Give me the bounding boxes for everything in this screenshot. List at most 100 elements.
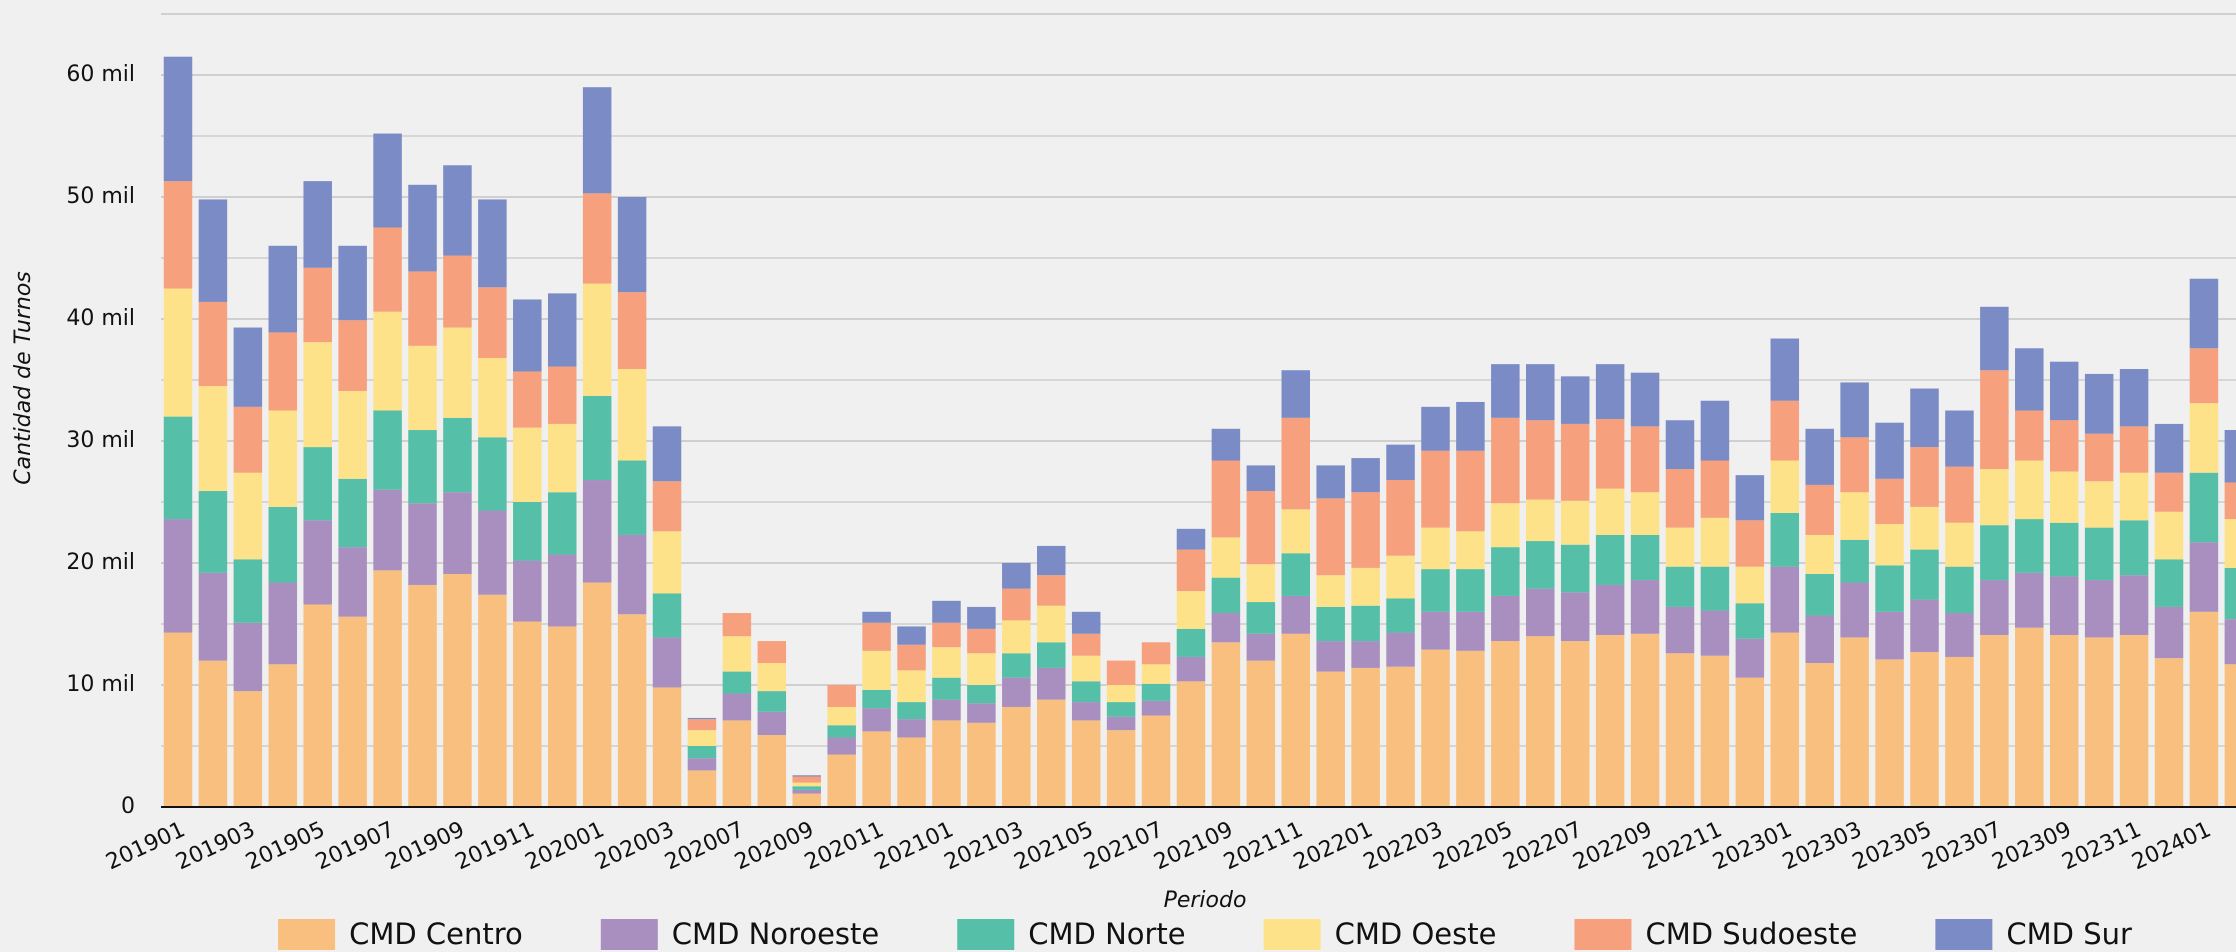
bar-segment: [2154, 559, 2184, 607]
bar-segment: [1735, 566, 1765, 604]
bar-segment: [1491, 503, 1520, 548]
bar-segment: [338, 478, 367, 548]
x-tick-label: 202111: [1220, 817, 1307, 875]
bar-segment: [2119, 426, 2149, 473]
bar-segment: [268, 582, 298, 665]
bar-segment: [268, 664, 298, 807]
bar-segment: [233, 472, 263, 560]
bar-segment: [1421, 406, 1450, 451]
x-tick-label: 202109: [1150, 817, 1237, 875]
bar-segment: [1246, 564, 1276, 603]
x-tick-label: 202009: [731, 817, 818, 875]
bar-segment: [408, 503, 437, 585]
bar-segment: [2015, 348, 2044, 411]
bar-segment: [303, 181, 332, 268]
bar-segment: [617, 614, 647, 807]
y-tick-label: 10 mil: [66, 672, 135, 697]
bar-segment: [547, 293, 577, 367]
bar-segment: [617, 369, 647, 461]
bar-segment: [443, 255, 472, 328]
bar-segment: [1176, 656, 1206, 682]
legend-item: CMD Norte: [957, 917, 1186, 951]
bar-segment: [1910, 549, 1939, 600]
x-tick-label: 202203: [1360, 817, 1447, 875]
legend-swatch: [957, 919, 1015, 950]
bar-segment: [2189, 278, 2219, 349]
bar-segment: [617, 534, 647, 615]
bar-segment: [547, 423, 577, 493]
x-tick-label: 202305: [1849, 817, 1936, 875]
x-tick-label: 202307: [1919, 817, 2006, 875]
bar-segment: [1875, 659, 1904, 807]
bar-segment: [1630, 426, 1660, 493]
bar-segment: [547, 492, 577, 555]
bar-segment: [268, 332, 298, 411]
bar-segment: [2084, 373, 2114, 434]
bar-segment: [687, 719, 717, 731]
bar-segment: [408, 345, 437, 431]
bar-segment: [1246, 660, 1276, 807]
bar-segment: [303, 604, 332, 807]
legend-label: CMD Sur: [2006, 917, 2132, 951]
bar-segment: [792, 776, 821, 783]
bar-segment: [1875, 611, 1904, 660]
bar-segment: [1805, 484, 1834, 535]
legend-item: CMD Centro: [278, 917, 523, 951]
bar-segment: [1945, 410, 1974, 467]
bar-segment: [268, 506, 298, 583]
bar-segment: [1002, 588, 1031, 621]
bar-segment: [1386, 555, 1415, 599]
bar-segment: [1805, 615, 1834, 664]
bar-segment: [582, 87, 612, 194]
bar-segment: [2084, 481, 2114, 528]
legend-item: CMD Noroeste: [600, 917, 879, 951]
x-tick-label: 202309: [1989, 817, 2076, 875]
bar-segment: [478, 199, 507, 288]
bar-segment: [1456, 611, 1485, 651]
bar-segment: [1945, 566, 1974, 614]
bar-segment: [652, 637, 682, 688]
y-tick-label: 20 mil: [66, 550, 135, 575]
bar-segment: [1106, 730, 1136, 807]
bar-segment: [1421, 527, 1450, 570]
bar-segment: [1805, 534, 1834, 574]
bar-segment: [1176, 528, 1206, 550]
bar-segment: [513, 621, 542, 807]
bar-segment: [1386, 480, 1415, 556]
bar-segment: [443, 327, 472, 418]
bar-segment: [1560, 592, 1590, 642]
bar-segment: [582, 395, 612, 481]
bar-segment: [1106, 716, 1136, 731]
bar-segment: [1141, 700, 1171, 716]
bar-segment: [443, 165, 472, 256]
bar-segment: [932, 622, 961, 648]
bar-segment: [1980, 306, 2009, 371]
bar-segment: [897, 644, 926, 671]
bar-segment: [1665, 469, 1695, 528]
bar-segment: [2119, 520, 2149, 576]
bar-segment: [1211, 460, 1241, 538]
bar-segment: [687, 758, 717, 771]
bar-segment: [1002, 653, 1031, 678]
bar-segment: [1421, 649, 1450, 807]
bar-segment: [2224, 664, 2236, 807]
bar-segment: [1071, 655, 1101, 682]
bar-segment: [1980, 634, 2009, 807]
bar-segment: [2015, 572, 2044, 628]
bar-segment: [1526, 636, 1555, 807]
bar-segment: [198, 491, 228, 573]
bar-segment: [1316, 641, 1345, 672]
bar-segment: [1735, 638, 1765, 678]
bar-segment: [2189, 403, 2219, 473]
bar-segment: [1246, 602, 1276, 634]
bar-segment: [1281, 417, 1311, 510]
bar-segment: [233, 327, 263, 407]
bar-segment: [1945, 656, 1974, 807]
bar-segment: [1630, 633, 1660, 807]
bar-segment: [2049, 576, 2079, 635]
bar-segment: [1560, 544, 1590, 593]
bar-segment: [2154, 423, 2184, 473]
bar-segment: [1840, 437, 1869, 493]
bar-segment: [652, 687, 682, 807]
bar-segment: [303, 520, 332, 605]
